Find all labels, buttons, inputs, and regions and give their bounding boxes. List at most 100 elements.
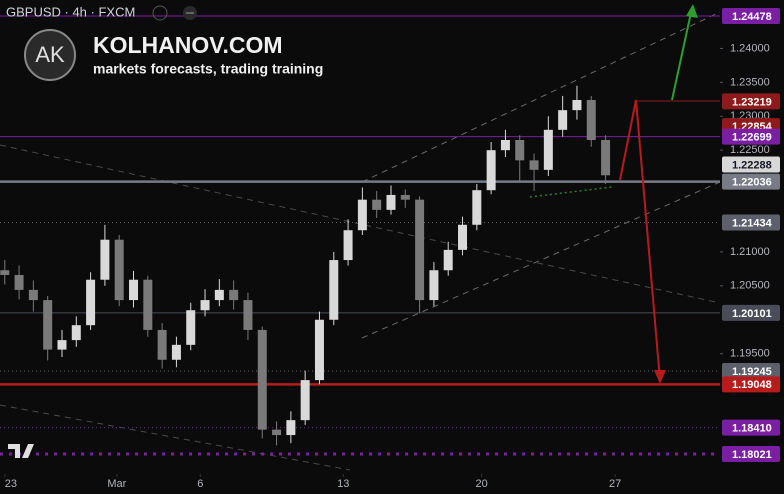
level-label: 1.22036 <box>732 177 772 189</box>
candle-body <box>314 319 324 381</box>
y-tick-label: 1.21000 <box>730 246 770 258</box>
price-axis <box>720 0 784 494</box>
candle-body <box>472 190 482 225</box>
y-tick-label: 1.19500 <box>730 348 770 360</box>
candle-body <box>257 329 267 430</box>
level-tag <box>722 304 780 321</box>
x-tick-label: 20 <box>475 478 487 490</box>
candle-body <box>129 279 139 301</box>
forecast-arrows <box>619 4 720 384</box>
x-tick-label: 6 <box>197 478 203 490</box>
candle-body <box>272 429 282 436</box>
support-line <box>529 186 613 198</box>
candle-body <box>100 239 110 280</box>
level-label: 1.22699 <box>732 132 772 144</box>
candle-body <box>386 194 396 210</box>
candle-body <box>572 99 582 111</box>
candle-body <box>86 279 96 326</box>
y-tick-label: 1.22500 <box>730 144 770 156</box>
candle-body <box>586 99 596 140</box>
levels <box>0 15 720 456</box>
candle-body <box>529 160 539 170</box>
candle-body <box>415 199 425 301</box>
level-label: 1.18410 <box>732 423 772 435</box>
forecast-path <box>671 7 693 101</box>
level-tag <box>722 93 780 110</box>
icon <box>152 5 168 21</box>
chart-title: GBPUSD · 4h · FXCM <box>6 4 135 19</box>
level-tag <box>722 156 780 173</box>
candle-body <box>229 289 239 301</box>
trend-line <box>0 404 351 471</box>
candle-body <box>171 344 181 360</box>
candle-body <box>372 199 382 210</box>
logo-circle <box>24 29 76 81</box>
candles <box>0 85 611 446</box>
forecast-path <box>619 99 661 381</box>
candle-body <box>286 420 296 436</box>
brand-tagline: markets forecasts, trading training <box>93 61 323 77</box>
arrow-head <box>654 370 666 384</box>
y-tick-label: 1.24000 <box>730 42 770 54</box>
candle-body <box>443 249 453 271</box>
candle-body <box>14 274 24 290</box>
candle-body <box>300 380 310 421</box>
level-tag <box>722 362 780 379</box>
level-label: 1.19245 <box>732 366 772 378</box>
watermark: AK KOLHANOV.COM markets forecasts, tradi… <box>24 29 323 81</box>
level-tag <box>722 445 780 462</box>
candle-body <box>500 139 510 151</box>
arrow-head <box>686 4 698 18</box>
candle-body <box>214 289 224 301</box>
x-tick-label: Mar <box>107 478 126 490</box>
y-tick-label: 1.23500 <box>730 76 770 88</box>
level-tag <box>722 419 780 436</box>
candle-body <box>486 150 496 191</box>
candle-body <box>458 224 468 250</box>
candle-body <box>329 260 339 320</box>
level-tag <box>722 128 780 145</box>
level-tag <box>722 214 780 231</box>
candle-body <box>43 300 53 350</box>
level-label: 1.19048 <box>732 379 772 391</box>
logo-text: AK <box>35 42 65 67</box>
level-label: 1.22288 <box>732 159 772 171</box>
candle-body <box>71 325 81 341</box>
level-label: 1.20101 <box>732 308 772 320</box>
candle-body <box>558 110 568 130</box>
brand-name: KOLHANOV.COM <box>93 32 283 58</box>
candle-body <box>57 340 67 350</box>
candle-body <box>157 329 167 360</box>
candle-body <box>0 270 10 275</box>
candle-body <box>357 199 367 231</box>
channel-upper <box>361 11 721 183</box>
candle-body <box>429 270 439 301</box>
candle-body <box>28 289 38 301</box>
level-tag <box>722 173 780 190</box>
level-tag <box>722 8 780 25</box>
axes: 1.240001.235001.230001.225001.210001.205… <box>4 0 784 494</box>
candle-body <box>243 300 253 330</box>
level-label: 1.24478 <box>732 11 772 23</box>
y-tick-label: 1.20500 <box>730 280 770 292</box>
logo-mark <box>8 444 34 458</box>
level-label: 1.18021 <box>732 449 772 461</box>
x-tick-label: 23 <box>5 478 17 490</box>
x-tick-label: 27 <box>609 478 621 490</box>
candle-body <box>114 239 124 301</box>
candle-body <box>601 139 611 176</box>
candle-body <box>400 194 410 200</box>
candle-body <box>200 300 210 311</box>
level-label: 1.23219 <box>732 96 772 108</box>
level-label: 1.21434 <box>732 217 773 229</box>
x-tick-label: 13 <box>337 478 349 490</box>
level-tag <box>722 376 780 393</box>
candle-body <box>515 139 525 161</box>
header: GBPUSD · 4h · FXCM <box>6 4 197 21</box>
candle-body <box>186 310 196 345</box>
candle-body <box>143 279 153 330</box>
candle-body <box>343 230 353 261</box>
candle-body <box>543 129 553 170</box>
